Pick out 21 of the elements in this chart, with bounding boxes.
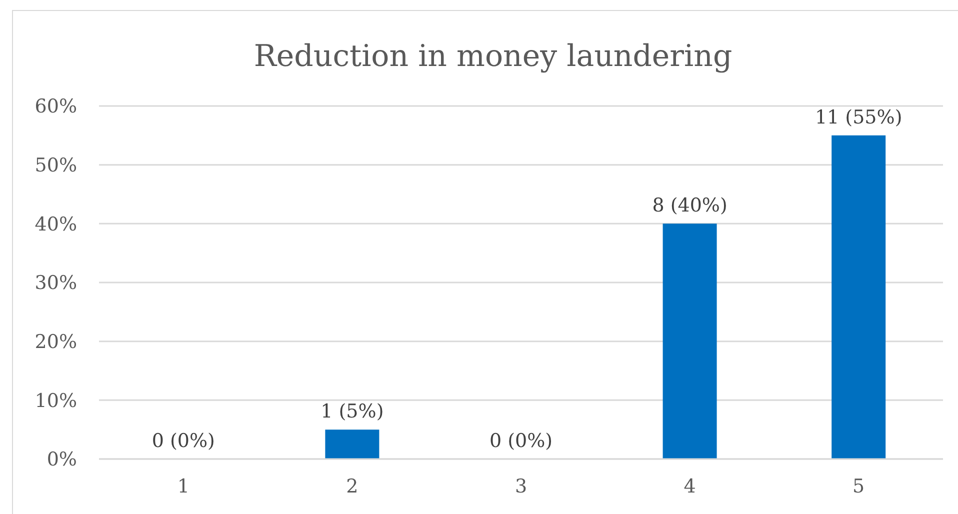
y-tick-label: 10% [34, 390, 77, 412]
x-tick-label: 3 [514, 475, 528, 498]
bar [832, 135, 886, 459]
y-tick-label: 60% [34, 96, 77, 118]
y-tick-label: 50% [34, 154, 77, 177]
data-label: 8 (40%) [652, 194, 728, 217]
x-tick-label: 4 [684, 475, 696, 498]
bar [662, 224, 717, 459]
data-label: 1 (5%) [320, 400, 384, 423]
y-tick-label: 30% [34, 272, 77, 294]
x-tick-label: 1 [177, 475, 190, 498]
data-label: 11 (55%) [814, 106, 902, 128]
y-tick-label: 20% [34, 331, 77, 354]
chart-title: Reduction in money laundering [252, 39, 734, 75]
y-tick-label: 0% [46, 448, 77, 471]
data-label: 0 (0%) [152, 430, 215, 452]
data-label: 0 (0%) [489, 430, 553, 452]
y-tick-label: 40% [34, 213, 77, 236]
x-tick-label: 2 [346, 475, 358, 498]
x-tick-label: 5 [852, 475, 865, 498]
bar [325, 430, 380, 459]
